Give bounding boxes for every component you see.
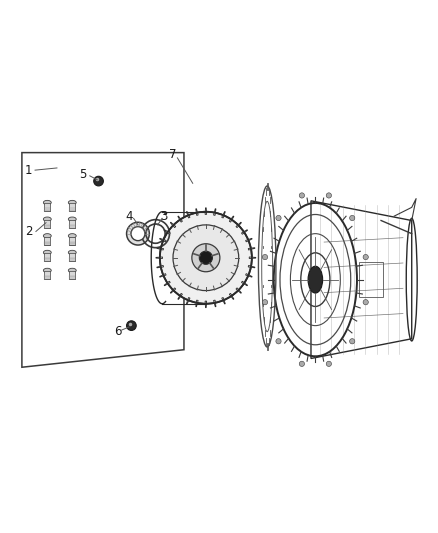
FancyBboxPatch shape (44, 204, 50, 211)
Polygon shape (164, 281, 170, 286)
Polygon shape (248, 248, 255, 250)
Text: 6: 6 (113, 325, 121, 338)
Polygon shape (159, 238, 166, 242)
Ellipse shape (43, 200, 51, 205)
Polygon shape (156, 257, 162, 259)
Ellipse shape (68, 200, 76, 205)
Polygon shape (249, 257, 256, 259)
Polygon shape (157, 265, 163, 268)
Text: 4: 4 (125, 209, 133, 223)
Text: 1: 1 (25, 164, 32, 176)
Polygon shape (236, 288, 241, 293)
Ellipse shape (68, 251, 76, 255)
FancyBboxPatch shape (69, 253, 75, 261)
Ellipse shape (43, 233, 51, 238)
Circle shape (299, 361, 304, 367)
Text: 5: 5 (80, 168, 87, 181)
FancyBboxPatch shape (69, 271, 75, 279)
FancyBboxPatch shape (69, 220, 75, 228)
Circle shape (94, 176, 103, 186)
Ellipse shape (308, 266, 323, 293)
Polygon shape (205, 301, 207, 308)
Ellipse shape (43, 268, 51, 273)
Polygon shape (246, 273, 252, 277)
Circle shape (199, 251, 212, 264)
Polygon shape (187, 297, 190, 304)
Circle shape (131, 227, 145, 241)
FancyBboxPatch shape (44, 271, 50, 279)
Text: 3: 3 (161, 209, 168, 223)
Text: 2: 2 (25, 225, 32, 238)
Polygon shape (241, 230, 247, 235)
Polygon shape (246, 238, 252, 242)
Circle shape (363, 300, 368, 305)
FancyBboxPatch shape (44, 220, 50, 228)
Polygon shape (196, 209, 198, 215)
Circle shape (160, 212, 252, 304)
Polygon shape (241, 281, 247, 286)
Ellipse shape (68, 233, 76, 238)
Text: 7: 7 (169, 148, 177, 161)
Circle shape (127, 222, 149, 245)
Bar (359, 262, 383, 297)
Ellipse shape (43, 217, 51, 221)
Polygon shape (187, 212, 190, 218)
Circle shape (173, 225, 239, 290)
Polygon shape (164, 230, 170, 235)
Circle shape (262, 300, 268, 305)
Polygon shape (170, 288, 176, 293)
Polygon shape (196, 300, 198, 307)
Polygon shape (248, 265, 255, 268)
FancyBboxPatch shape (69, 237, 75, 245)
Circle shape (363, 254, 368, 260)
Circle shape (326, 193, 332, 198)
Polygon shape (178, 216, 182, 222)
Polygon shape (214, 209, 216, 215)
Polygon shape (230, 293, 234, 300)
Circle shape (276, 338, 281, 344)
Polygon shape (222, 212, 225, 218)
FancyBboxPatch shape (44, 253, 50, 261)
Polygon shape (236, 222, 241, 228)
Circle shape (350, 215, 355, 221)
Polygon shape (214, 300, 216, 307)
Ellipse shape (43, 251, 51, 255)
Ellipse shape (68, 217, 76, 221)
Circle shape (276, 215, 281, 221)
Circle shape (127, 321, 136, 330)
Polygon shape (205, 208, 207, 214)
Circle shape (350, 338, 355, 344)
FancyBboxPatch shape (44, 237, 50, 245)
Circle shape (299, 193, 304, 198)
Circle shape (326, 361, 332, 367)
Circle shape (262, 254, 268, 260)
Polygon shape (170, 222, 176, 228)
Ellipse shape (68, 268, 76, 273)
Polygon shape (230, 216, 234, 222)
Polygon shape (222, 297, 225, 304)
Circle shape (192, 244, 220, 272)
Polygon shape (157, 248, 163, 250)
Polygon shape (178, 293, 182, 300)
FancyBboxPatch shape (69, 204, 75, 211)
Polygon shape (159, 273, 166, 277)
